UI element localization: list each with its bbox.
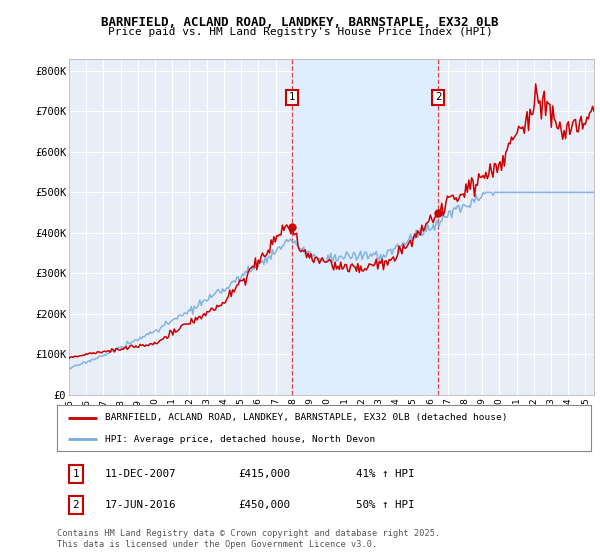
Text: 1: 1 — [289, 92, 295, 102]
Text: 2: 2 — [73, 500, 79, 510]
Text: 1: 1 — [73, 469, 79, 479]
Text: BARNFIELD, ACLAND ROAD, LANDKEY, BARNSTAPLE, EX32 0LB: BARNFIELD, ACLAND ROAD, LANDKEY, BARNSTA… — [101, 16, 499, 29]
Text: 50% ↑ HPI: 50% ↑ HPI — [356, 500, 415, 510]
Text: Price paid vs. HM Land Registry's House Price Index (HPI): Price paid vs. HM Land Registry's House … — [107, 27, 493, 37]
Bar — [292, 59, 439, 395]
Text: £450,000: £450,000 — [239, 500, 290, 510]
Text: 41% ↑ HPI: 41% ↑ HPI — [356, 469, 415, 479]
Text: 2: 2 — [435, 92, 442, 102]
Text: BARNFIELD, ACLAND ROAD, LANDKEY, BARNSTAPLE, EX32 0LB (detached house): BARNFIELD, ACLAND ROAD, LANDKEY, BARNSTA… — [105, 413, 508, 422]
Text: HPI: Average price, detached house, North Devon: HPI: Average price, detached house, Nort… — [105, 435, 376, 444]
Text: 17-JUN-2016: 17-JUN-2016 — [105, 500, 176, 510]
Text: £415,000: £415,000 — [239, 469, 290, 479]
Text: Contains HM Land Registry data © Crown copyright and database right 2025.
This d: Contains HM Land Registry data © Crown c… — [57, 529, 440, 549]
Text: 11-DEC-2007: 11-DEC-2007 — [105, 469, 176, 479]
